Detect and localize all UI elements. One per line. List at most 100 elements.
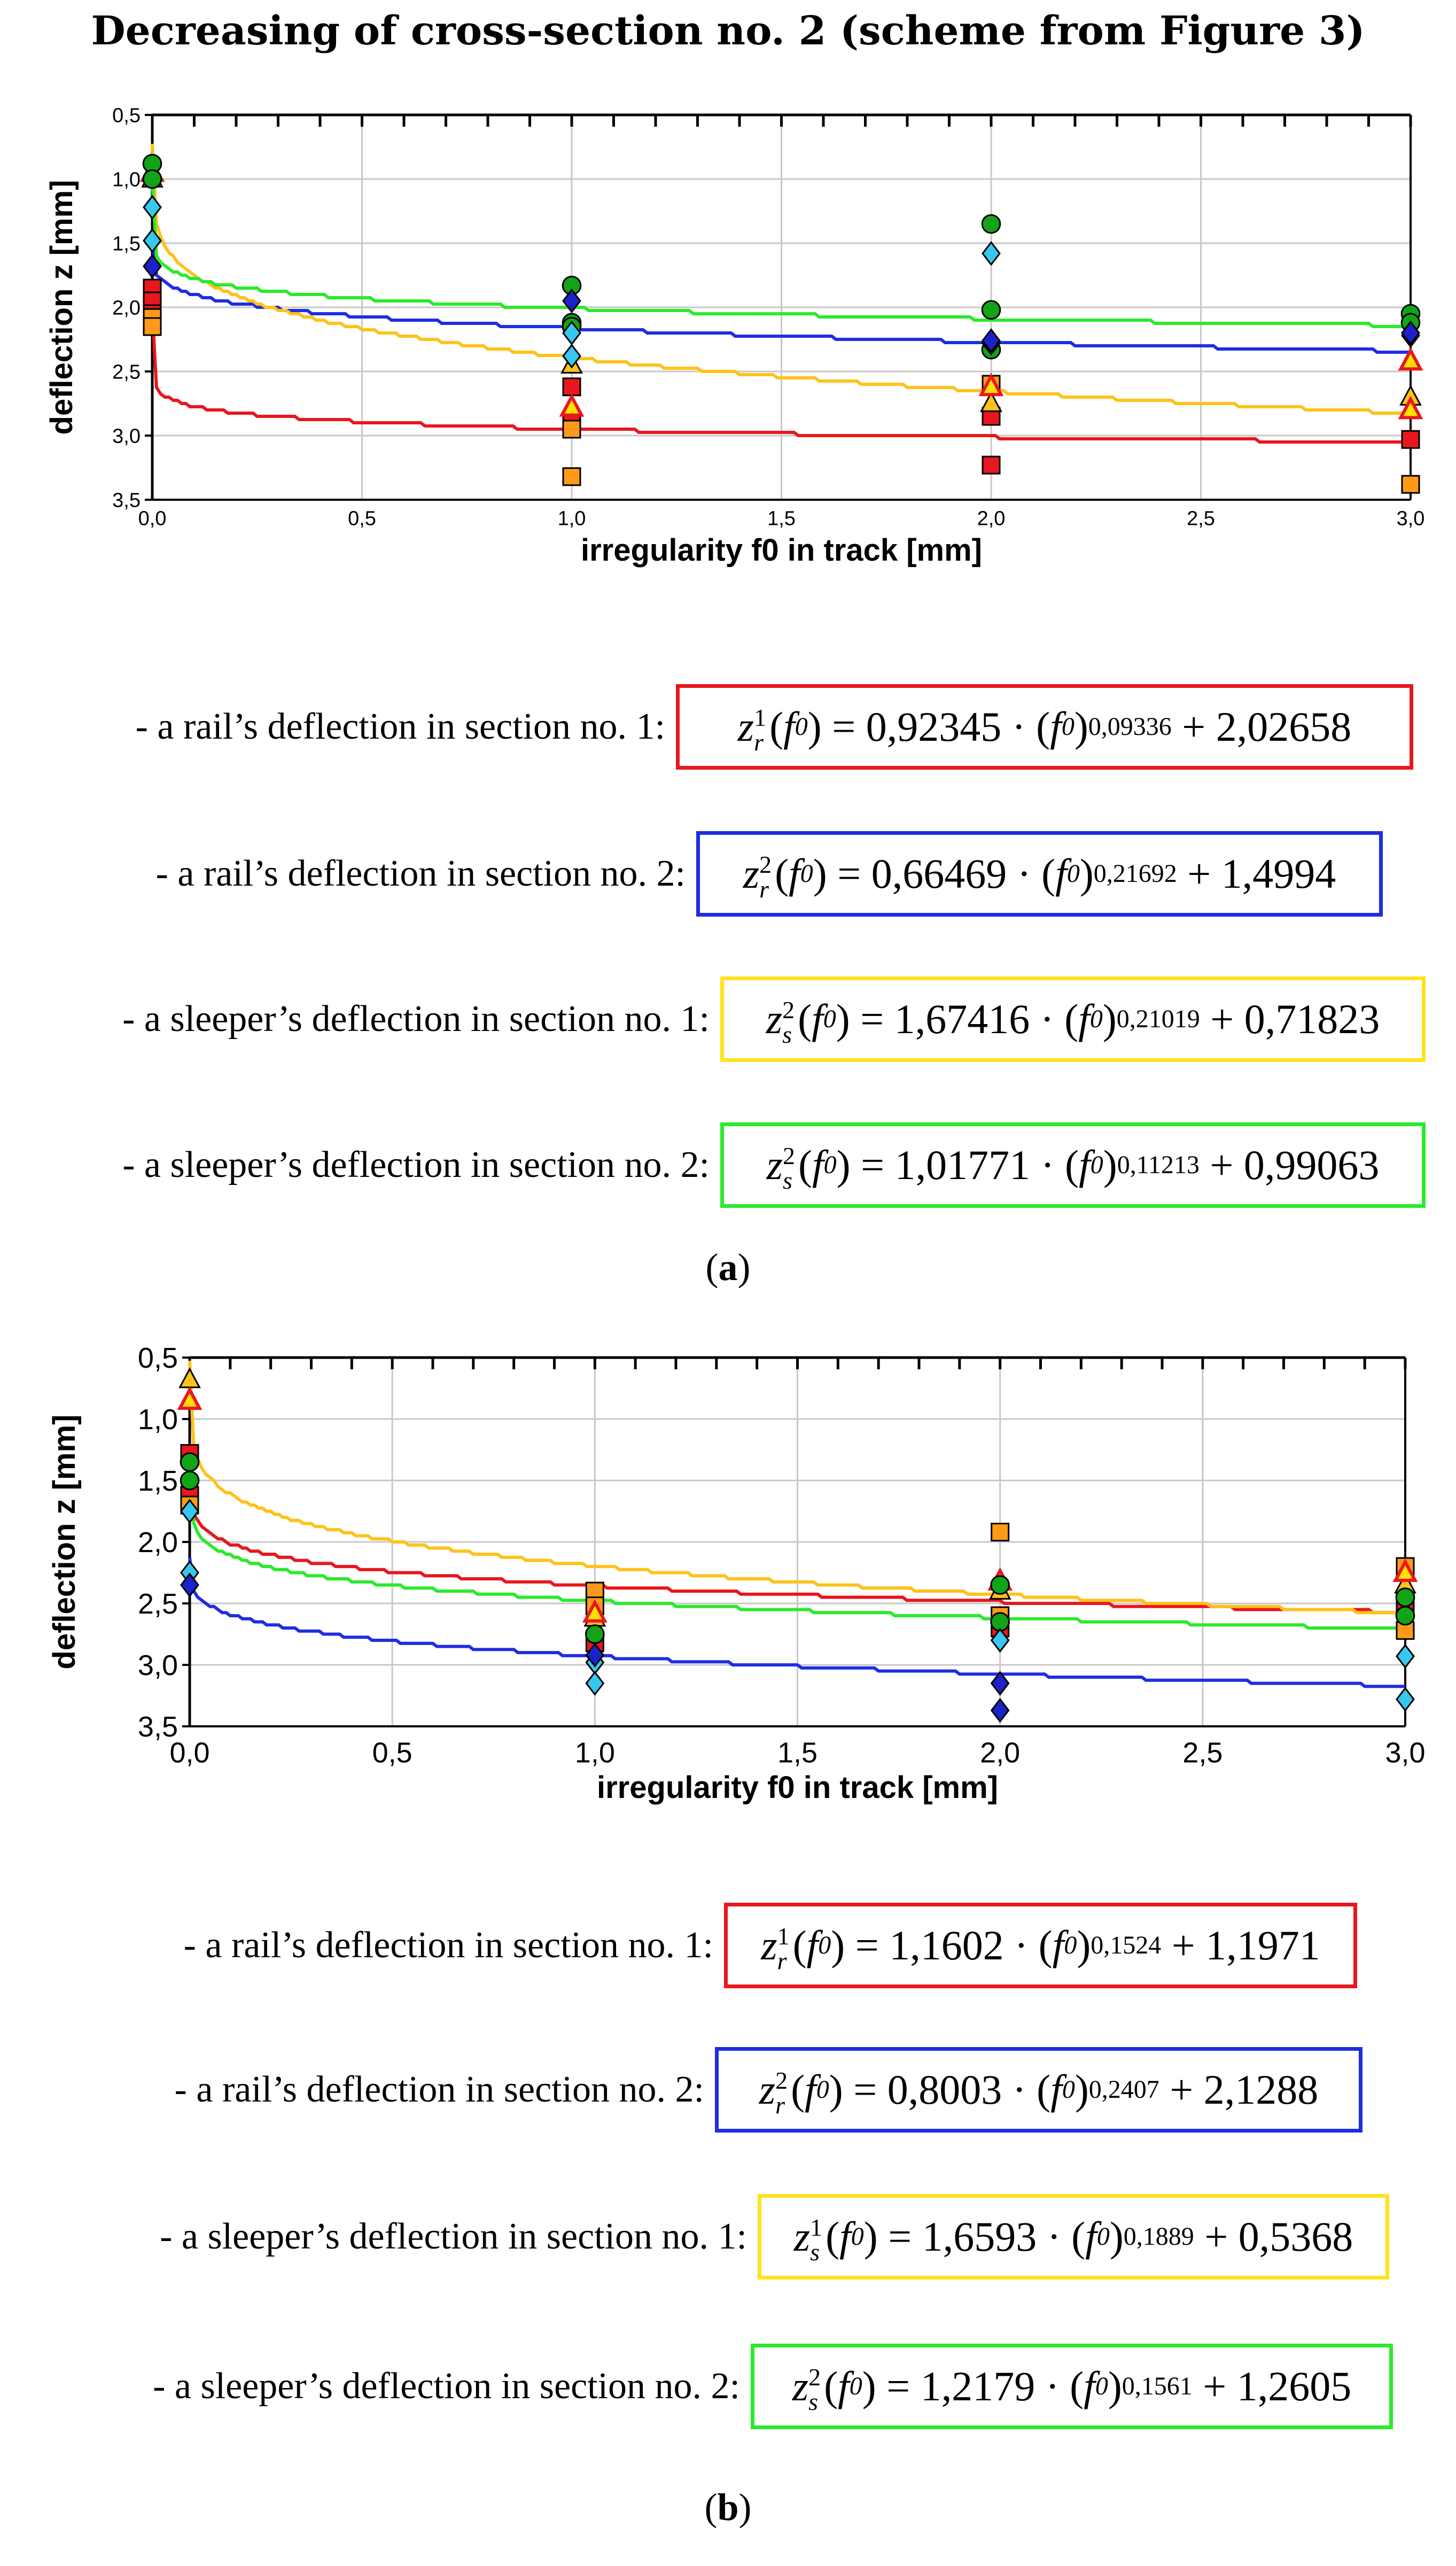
equation-label: - a rail’s deflection in section no. 1: [183, 1925, 713, 1966]
y-tick-label: 2,0 [112, 297, 141, 319]
eq-dot: · ( [1002, 2066, 1051, 2113]
eq-func-var: f [839, 2213, 851, 2260]
x-tick-label: 0,5 [372, 1737, 412, 1769]
eq-dot: · ( [1030, 996, 1079, 1042]
eq-equals: ) = [829, 2066, 887, 2113]
y-tick-label: 1,0 [138, 1404, 178, 1436]
equation-box: z 1 s(f 0) = 1,6593 · (f 0) 0,1889 + 0,5368 [758, 2194, 1389, 2280]
eq-plus: + [1161, 1922, 1206, 1968]
eq-func-var: f [1079, 1142, 1091, 1188]
eq-func-var: f [789, 850, 800, 897]
eq-paren: ( [798, 996, 812, 1042]
equation-row: - a rail’s deflection in section no. 2: z… [0, 2047, 1456, 2138]
eq-const: 0,5368 [1238, 2213, 1353, 2260]
equation-row: - a sleeper’s deflection in section no. … [0, 2194, 1456, 2285]
eq-paren: ) [1074, 703, 1088, 750]
eq-equals: ) = [807, 703, 866, 750]
fit-curve-rail-section-1 [188, 1443, 1405, 1615]
equation-label: - a sleeper’s deflection in section no. … [153, 2366, 740, 2407]
marker-triangle-red [559, 393, 585, 417]
marker-circle [180, 1470, 200, 1491]
eq-dot: · ( [1007, 850, 1056, 897]
eq-const: 1,2605 [1236, 2363, 1352, 2409]
equation-box: z 1 r(f 0) = 1,1602 · (f 0) 0,1524 + 1,1971 [724, 1903, 1357, 1988]
eq-func-var: f [1078, 996, 1090, 1042]
equation-row: - a rail’s deflection in section no. 1: z… [0, 684, 1456, 775]
marker-diamond [180, 1499, 199, 1524]
marker-diamond [585, 1642, 605, 1668]
x-tick-label: 1,0 [558, 508, 586, 530]
equation-row: - a sleeper’s deflection in section no. … [0, 1122, 1456, 1213]
eq-plus: + [1177, 850, 1221, 897]
marker-diamond [1401, 320, 1420, 346]
marker-diamond [143, 195, 162, 220]
eq-paren: ) [1109, 2213, 1124, 2260]
marker-diamond [982, 328, 1001, 353]
eq-dot: · ( [1003, 1922, 1053, 1968]
y-tick-label: 0,5 [138, 1342, 178, 1374]
eq-plus: + [1200, 996, 1244, 1042]
marker-square [562, 467, 581, 486]
chart-a: 0,5 1,0 1,5 2,0 2,5 3,0 3,50,0 0,5 1,0 1,5 2,0 2,5 3… [44, 104, 1424, 568]
eq-var: z [759, 2066, 776, 2113]
eq-func-var: f [806, 1922, 819, 1968]
eq-equals: ) = [863, 2213, 922, 2260]
eq-paren: ( [798, 1142, 812, 1188]
marker-triangle [178, 1367, 201, 1389]
equation-label: - a sleeper’s deflection in section no. … [122, 998, 710, 1040]
equation-box: z 2 s(f 0) = 1,2179 · (f 0) 0,1561 + 1,2605 [751, 2344, 1393, 2429]
eq-var: z [766, 996, 783, 1042]
x-tick-label: 3,0 [1385, 1737, 1425, 1769]
marker-square [562, 377, 581, 397]
eq-const: 2,02658 [1216, 703, 1352, 750]
marker-diamond [1396, 1644, 1415, 1669]
y-tick-label: 3,5 [112, 489, 141, 511]
eq-coef: 0,66469 [871, 850, 1007, 897]
equation-box: z 2 s(f 0) = 1,01771 · (f 0) 0,11213 + 0,9906… [720, 1122, 1426, 1208]
y-tick-label: 2,0 [138, 1526, 178, 1559]
marker-diamond [1396, 1687, 1415, 1712]
equation-label: - a sleeper’s deflection in section no. … [122, 1144, 710, 1185]
x-tick-label: 2,5 [1187, 508, 1215, 530]
x-tick-label: 1,0 [575, 1737, 615, 1769]
panel-label-a-text: a [718, 1246, 738, 1289]
eq-paren: ) [1108, 2363, 1122, 2409]
fit-curve-sleeper-section-2 [188, 1449, 1405, 1630]
eq-func-var: f [1050, 703, 1062, 750]
marker-triangle [980, 391, 1002, 412]
eq-plus: + [1159, 2066, 1204, 2113]
marker-diamond [990, 1627, 1010, 1653]
eq-func-var: f [1052, 1922, 1064, 1968]
y-tick-label: 1,0 [112, 168, 141, 191]
eq-var: z [761, 1922, 777, 1968]
marker-diamond [143, 228, 162, 253]
equation-row: - a sleeper’s deflection in section no. … [0, 976, 1456, 1067]
marker-circle [1395, 1587, 1415, 1607]
marker-triangle-red [582, 1599, 608, 1623]
y-tick-label: 2,5 [112, 361, 141, 383]
fit-curve-rail-section-2 [188, 1557, 1405, 1688]
eq-paren: ( [826, 2213, 840, 2260]
eq-equals: ) = [862, 2363, 921, 2409]
x-tick-label: 1,5 [767, 508, 796, 530]
eq-func-var: f [812, 996, 823, 1042]
marker-triangle-red [1398, 396, 1423, 420]
x-tick-label: 2,0 [980, 1737, 1020, 1769]
y-tick-label: 2,5 [138, 1588, 178, 1620]
eq-coef: 0,92345 [866, 703, 1002, 750]
marker-square [982, 455, 1001, 475]
figure-title: Decreasing of cross-section no. 2 (schem… [91, 8, 1365, 54]
eq-paren: ) [1075, 2066, 1089, 2113]
marker-diamond [562, 343, 581, 369]
x-tick-label: 2,0 [977, 508, 1006, 530]
marker-circle [981, 214, 1001, 234]
marker-triangle-red [177, 1386, 203, 1410]
fit-curve-rail-section-2 [151, 243, 1411, 354]
marker-diamond [990, 1671, 1010, 1696]
marker-diamond [982, 241, 1001, 266]
eq-const: 1,4994 [1221, 850, 1336, 897]
eq-paren: ( [824, 2363, 838, 2409]
x-axis-label: irregularity f0 in track [mm] [597, 1770, 998, 1805]
